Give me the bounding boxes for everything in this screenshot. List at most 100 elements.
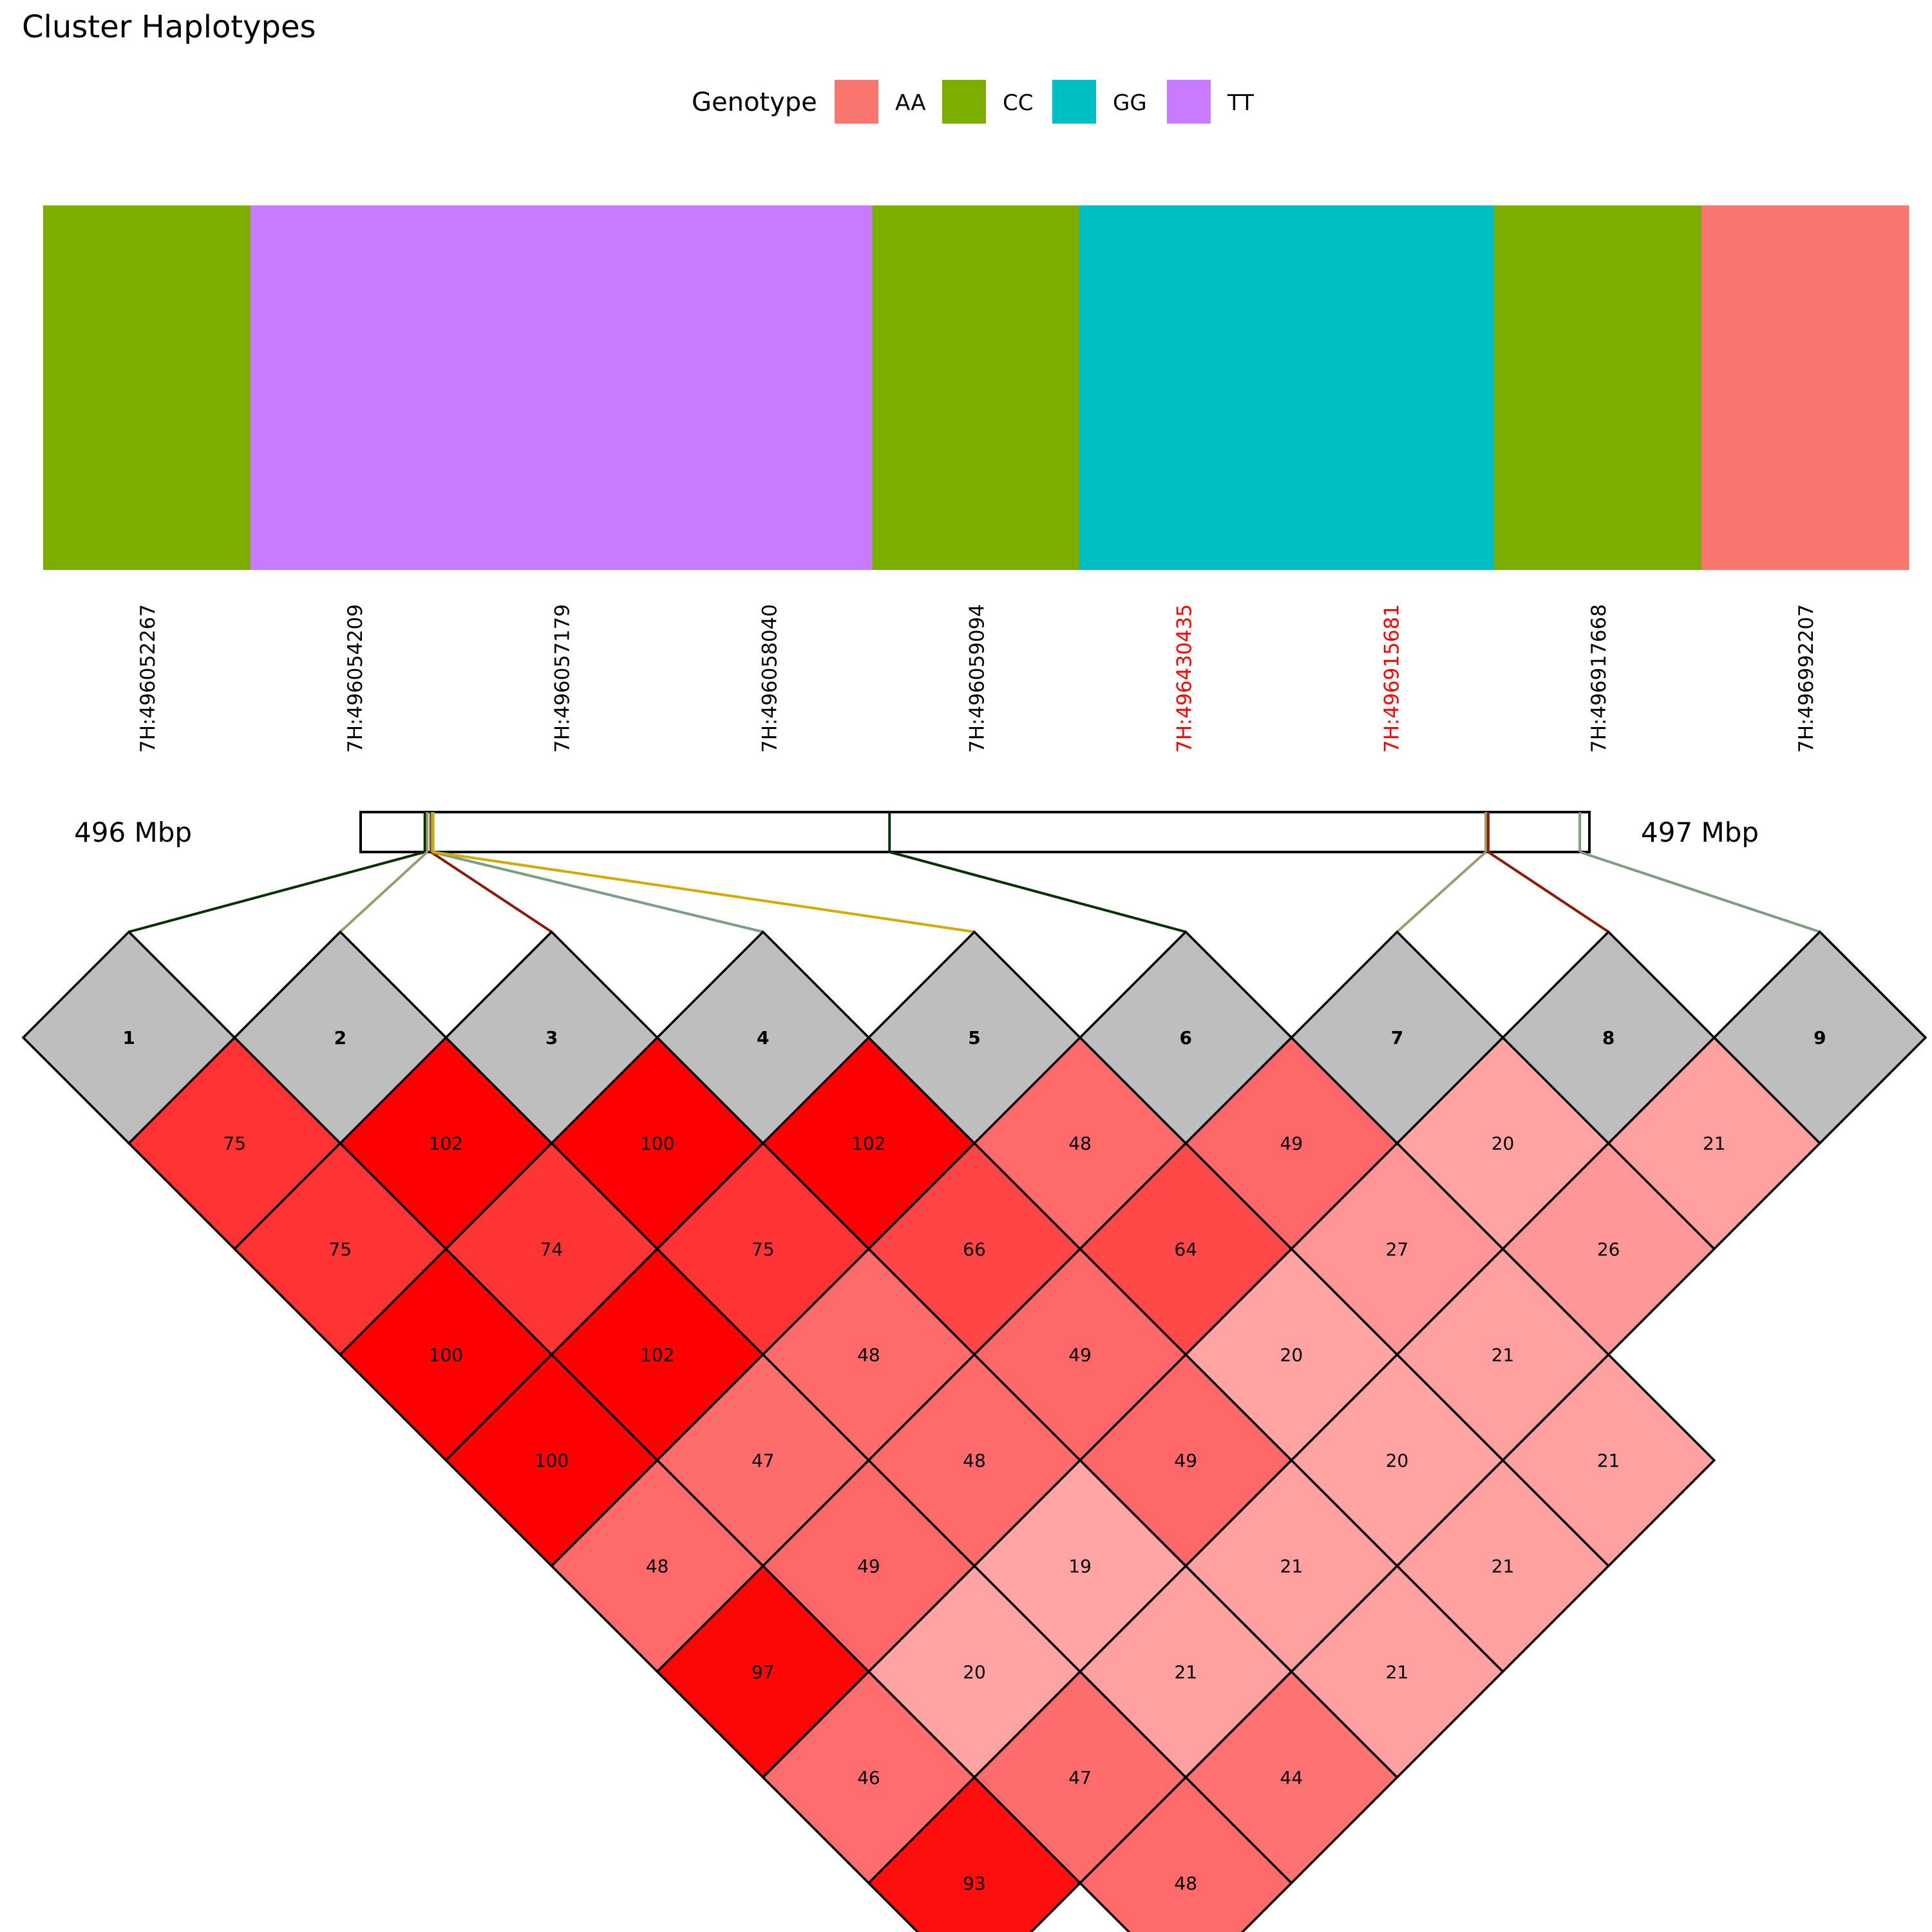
ld-value: 47 (1068, 1767, 1092, 1788)
genotype-cell (43, 205, 251, 570)
genome-start-label: 496 Mbp (74, 817, 192, 848)
ld-value: 27 (1386, 1238, 1409, 1260)
ld-value: 21 (1492, 1344, 1515, 1365)
ld-value: 75 (329, 1238, 352, 1260)
legend-label-tt: TT (1227, 90, 1254, 116)
connector-line (431, 851, 764, 933)
connector-line (1396, 851, 1487, 933)
diagonal-cell (656, 930, 871, 1145)
ld-value: 49 (1280, 1133, 1303, 1154)
diagonal-cell (232, 930, 448, 1145)
ld-value: 20 (1386, 1450, 1409, 1472)
legend: Genotype AA CC GG TT (692, 80, 1254, 124)
connector-line (889, 851, 1186, 933)
legend-label-cc: CC (1003, 90, 1033, 116)
genotype-cell (457, 205, 666, 570)
ld-value: 47 (752, 1450, 775, 1472)
ld-value: 20 (1280, 1344, 1303, 1365)
connector-line (1579, 851, 1821, 933)
legend-label-gg: GG (1113, 90, 1147, 116)
ld-value: 64 (1174, 1238, 1197, 1260)
genotype-cell (1701, 205, 1909, 570)
diagonal-cell (1501, 930, 1716, 1145)
diagonal-label: 8 (1602, 1027, 1615, 1048)
diagonal-cell (867, 930, 1082, 1145)
ld-value: 46 (857, 1767, 880, 1788)
genotype-cell (1494, 205, 1702, 570)
genotype-cell (1287, 205, 1495, 570)
diagonal-label: 7 (1391, 1027, 1403, 1048)
ld-value: 102 (640, 1344, 674, 1365)
ld-value: 48 (963, 1450, 986, 1472)
ld-value: 21 (1280, 1556, 1303, 1577)
diagonal-label: 9 (1814, 1027, 1826, 1048)
diagonal-cell (444, 930, 659, 1145)
diagonal-cell (1289, 930, 1505, 1145)
ld-value: 21 (1174, 1662, 1197, 1683)
ld-value: 66 (963, 1238, 986, 1260)
ld-value: 20 (963, 1662, 986, 1683)
diagonal-label: 4 (757, 1027, 769, 1048)
marker-label: 7H:496430435 (1173, 604, 1196, 753)
diagonal-cell (21, 930, 236, 1145)
ld-value: 75 (752, 1238, 775, 1260)
connector-line (430, 851, 553, 933)
genotype-cell (872, 205, 1081, 570)
ld-value: 100 (535, 1450, 569, 1472)
ld-value: 48 (1174, 1873, 1197, 1894)
legend-label-aa: AA (895, 90, 925, 116)
legend-title: Genotype (692, 88, 817, 117)
diagonal-label: 1 (122, 1027, 135, 1048)
genotype-cell (665, 205, 873, 570)
marker-label: 7H:496917668 (1587, 604, 1611, 753)
diagonal-label: 3 (545, 1027, 558, 1048)
genotype-cell (250, 205, 459, 570)
marker-label: 7H:496054209 (344, 604, 367, 753)
legend-key-cc (942, 80, 986, 124)
ld-cell (867, 1776, 1082, 1932)
ld-value: 21 (1703, 1133, 1726, 1154)
ld-value: 75 (223, 1133, 246, 1154)
marker-label: 7H:496992207 (1795, 604, 1818, 753)
genome-track-box (359, 811, 1591, 853)
ld-value: 21 (1597, 1450, 1620, 1472)
genotype-cell (1079, 205, 1287, 570)
marker-label: 7H:496052267 (137, 604, 160, 753)
connector-lines (128, 812, 1821, 933)
ld-value: 100 (640, 1133, 674, 1154)
ld-value: 49 (1174, 1450, 1197, 1472)
legend-key-aa (835, 80, 878, 124)
connector-line (1487, 851, 1609, 933)
ld-value: 21 (1386, 1662, 1409, 1683)
genome-end-label: 497 Mbp (1641, 817, 1759, 848)
connector-line (433, 851, 975, 933)
ld-value: 102 (429, 1133, 463, 1154)
diagonal-label: 6 (1179, 1027, 1191, 1048)
connector-line (339, 851, 428, 933)
marker-label: 7H:496059094 (966, 604, 989, 753)
marker-label: 7H:496057179 (551, 604, 574, 753)
ld-cell (1078, 1776, 1293, 1932)
ld-value: 97 (752, 1662, 775, 1683)
marker-labels: 7H:496052267 7H:496054209 7H:496057179 7H:4… (137, 604, 1818, 753)
legend-key-gg (1052, 80, 1096, 124)
marker-label: 7H:496915681 (1380, 604, 1403, 753)
chart-title: Cluster Haplotypes (22, 9, 316, 45)
ld-value: 44 (1280, 1767, 1303, 1788)
diagonal-cell (1712, 930, 1927, 1145)
ld-value: 48 (646, 1556, 669, 1577)
ld-value: 49 (857, 1556, 880, 1577)
diagonal-cell (1078, 930, 1293, 1145)
haplotype-bar (43, 205, 1909, 570)
ld-value: 102 (851, 1133, 886, 1154)
ld-value: 100 (429, 1344, 463, 1365)
genome-track: 496 Mbp 497 Mbp (74, 811, 1759, 853)
ld-value: 93 (963, 1873, 986, 1894)
legend-key-tt (1167, 80, 1211, 124)
marker-label: 7H:496058040 (759, 604, 782, 753)
ld-value: 48 (1068, 1133, 1092, 1154)
ld-value: 21 (1492, 1556, 1515, 1577)
ld-value: 74 (540, 1238, 564, 1260)
